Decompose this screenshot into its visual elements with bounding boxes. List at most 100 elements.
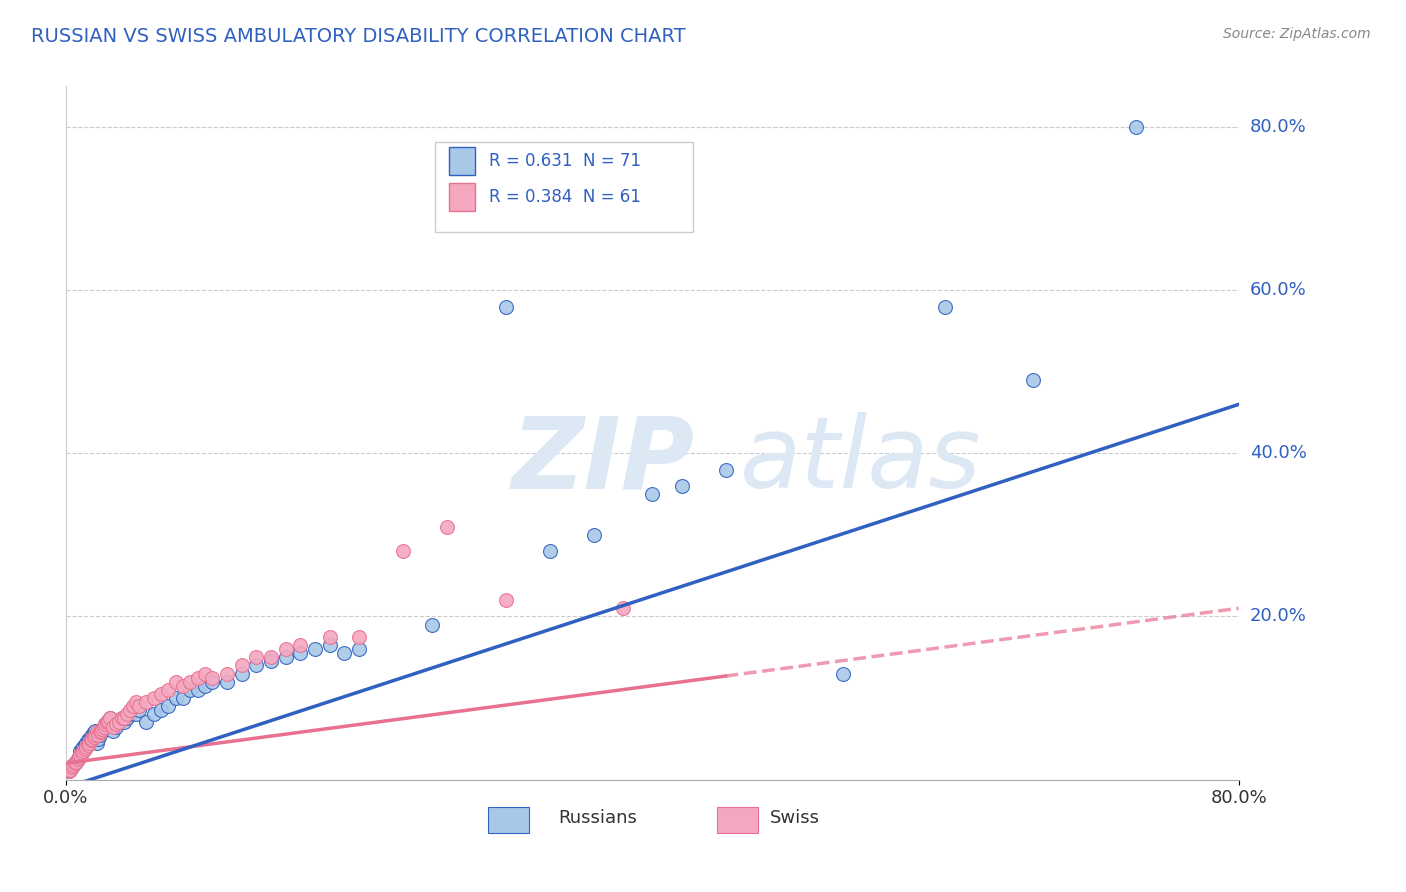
- Point: [72, 744, 94, 758]
- Point: [83, 725, 105, 739]
- Point: [93, 719, 115, 733]
- Point: [72, 739, 94, 754]
- Point: [86, 736, 108, 750]
- Point: [77, 736, 100, 750]
- Point: [87, 728, 110, 742]
- Point: [217, 666, 239, 681]
- Point: [80, 730, 103, 744]
- Point: [172, 679, 194, 693]
- Point: [260, 650, 283, 665]
- Text: 20.0%: 20.0%: [1250, 607, 1306, 625]
- Point: [135, 695, 157, 709]
- Point: [187, 682, 209, 697]
- Point: [60, 760, 83, 774]
- Point: [117, 711, 139, 725]
- FancyBboxPatch shape: [450, 184, 475, 211]
- FancyBboxPatch shape: [450, 147, 475, 175]
- Point: [84, 723, 107, 738]
- Point: [274, 650, 297, 665]
- Point: [495, 300, 517, 314]
- Point: [135, 715, 157, 730]
- Point: [231, 658, 253, 673]
- Point: [62, 757, 84, 772]
- Point: [97, 714, 120, 728]
- Point: [125, 707, 148, 722]
- Point: [94, 717, 117, 731]
- Point: [142, 690, 165, 705]
- Point: [73, 741, 96, 756]
- Point: [165, 690, 187, 705]
- Point: [98, 711, 121, 725]
- Point: [104, 717, 127, 731]
- FancyBboxPatch shape: [717, 806, 758, 833]
- Point: [63, 756, 86, 771]
- Point: [107, 715, 129, 730]
- Point: [117, 707, 139, 722]
- Point: [125, 695, 148, 709]
- Text: Swiss: Swiss: [769, 809, 820, 827]
- Point: [97, 714, 120, 728]
- Point: [110, 711, 132, 725]
- Point: [60, 760, 83, 774]
- Point: [101, 719, 124, 733]
- Point: [157, 682, 180, 697]
- Point: [260, 654, 283, 668]
- Point: [98, 711, 121, 725]
- Point: [96, 715, 118, 730]
- Point: [245, 658, 267, 673]
- Point: [82, 728, 104, 742]
- Point: [179, 682, 201, 697]
- Point: [66, 752, 89, 766]
- Point: [128, 699, 150, 714]
- Point: [65, 755, 87, 769]
- Point: [91, 722, 114, 736]
- Point: [122, 699, 145, 714]
- Point: [93, 719, 115, 733]
- FancyBboxPatch shape: [436, 142, 693, 232]
- Point: [165, 674, 187, 689]
- Point: [245, 650, 267, 665]
- Point: [347, 630, 370, 644]
- Point: [187, 671, 209, 685]
- Point: [157, 699, 180, 714]
- Point: [94, 717, 117, 731]
- Point: [128, 703, 150, 717]
- Point: [101, 723, 124, 738]
- Point: [65, 755, 87, 769]
- Point: [150, 703, 173, 717]
- Point: [59, 763, 82, 777]
- Text: RUSSIAN VS SWISS AMBULATORY DISABILITY CORRELATION CHART: RUSSIAN VS SWISS AMBULATORY DISABILITY C…: [31, 27, 686, 45]
- Point: [107, 715, 129, 730]
- Point: [831, 666, 853, 681]
- Text: R = 0.631  N = 71: R = 0.631 N = 71: [489, 153, 641, 170]
- Point: [934, 300, 956, 314]
- Point: [194, 679, 217, 693]
- Point: [75, 739, 97, 754]
- Point: [67, 749, 90, 764]
- Point: [114, 715, 136, 730]
- Point: [70, 741, 93, 756]
- Point: [201, 674, 224, 689]
- Point: [69, 744, 91, 758]
- Point: [318, 630, 340, 644]
- Point: [641, 487, 664, 501]
- Point: [70, 747, 93, 761]
- Point: [495, 593, 517, 607]
- Point: [80, 733, 103, 747]
- Point: [290, 646, 312, 660]
- Point: [96, 715, 118, 730]
- Point: [333, 646, 356, 660]
- Point: [420, 617, 443, 632]
- Point: [58, 764, 80, 779]
- Point: [62, 757, 84, 772]
- Point: [84, 728, 107, 742]
- Point: [142, 707, 165, 722]
- Point: [82, 731, 104, 746]
- Point: [217, 674, 239, 689]
- Point: [69, 747, 91, 762]
- Point: [90, 723, 112, 738]
- FancyBboxPatch shape: [488, 806, 529, 833]
- Point: [304, 642, 326, 657]
- Point: [318, 638, 340, 652]
- Point: [59, 763, 82, 777]
